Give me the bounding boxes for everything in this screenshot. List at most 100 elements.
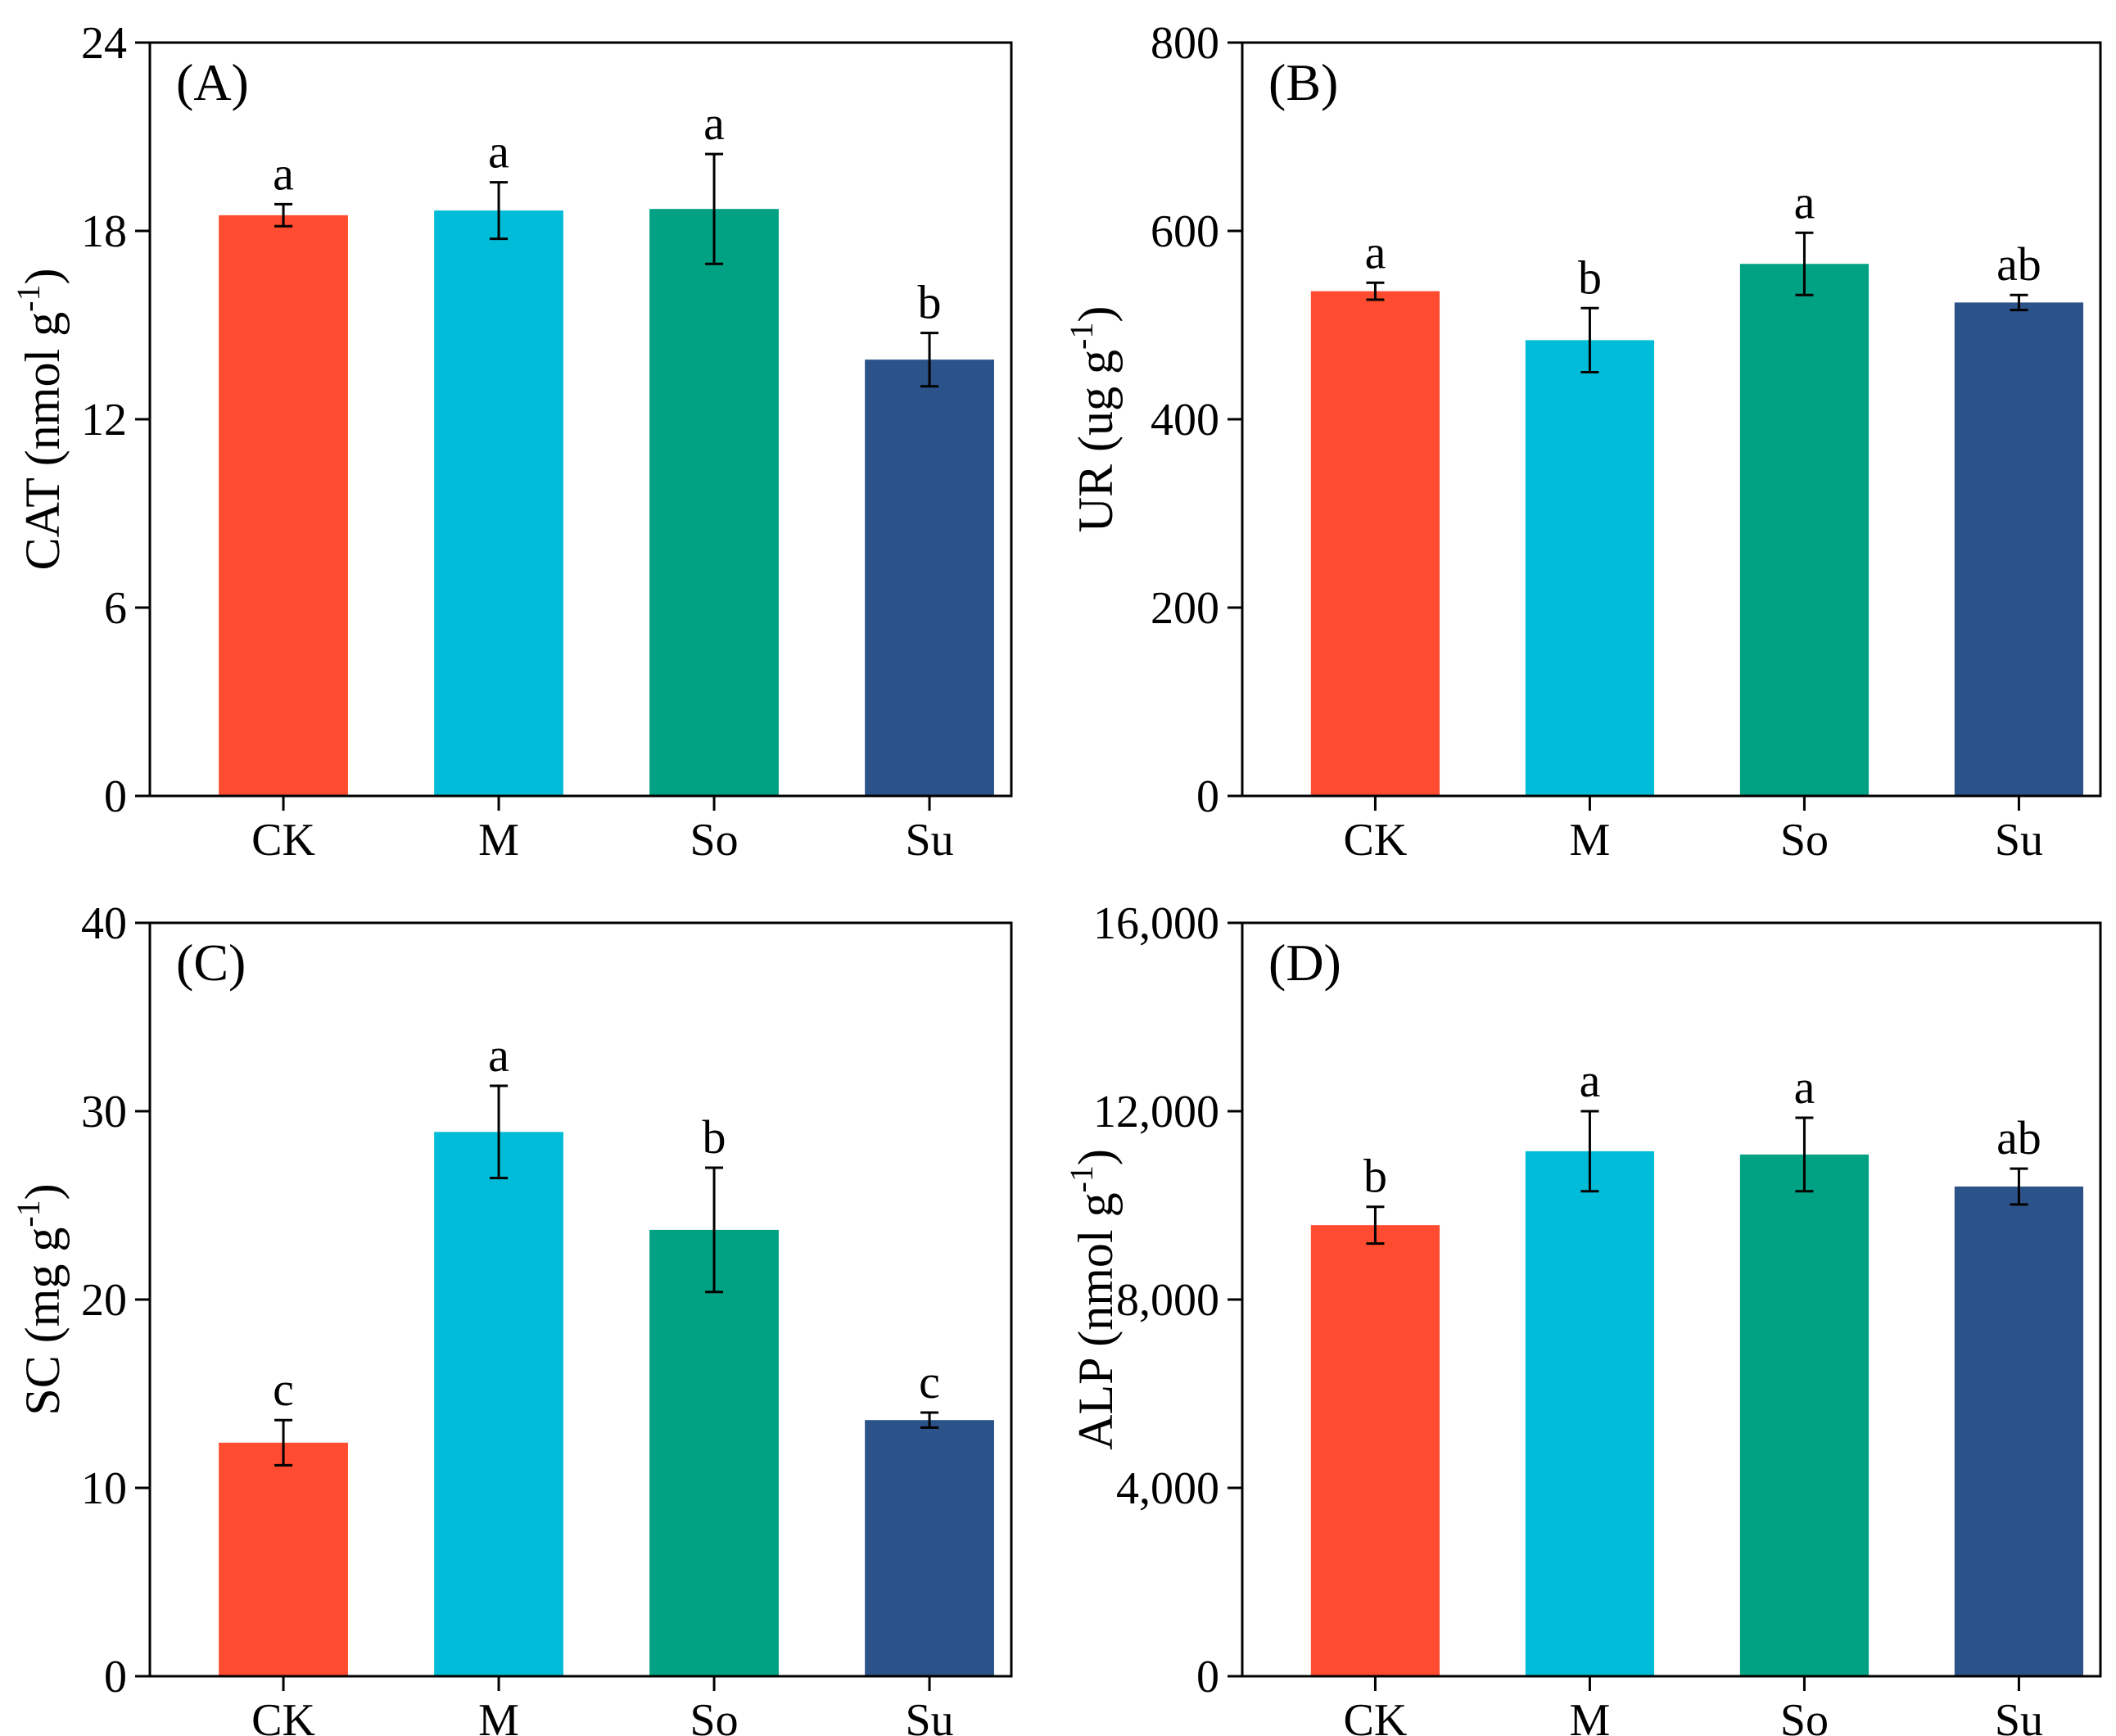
chart-panel-b: a CK b Ma So ab Su 0 200 400 600 800 (B) UR (ug g-1) — [1063, 18, 2102, 866]
x-tick-label: Su — [1995, 815, 2043, 866]
y-axis-label: CAT (nmol g-1) — [10, 269, 70, 571]
x-tick-label: M — [1570, 1695, 1611, 1736]
y-tick-label: 0 — [104, 1652, 127, 1702]
panel-label: (A) — [176, 53, 249, 111]
significance-letter: a — [488, 1028, 509, 1082]
x-tick-label: Su — [905, 1695, 953, 1736]
bar-m — [1525, 340, 1655, 796]
x-tick-label: CK — [1344, 815, 1408, 866]
y-tick-label: 12,000 — [1093, 1087, 1219, 1137]
plot-frame — [148, 41, 1013, 798]
y-tick-label: 12 — [81, 395, 127, 445]
panel-label: (D) — [1268, 934, 1341, 992]
x-tick-label: So — [1780, 1695, 1829, 1736]
significance-letter: a — [1794, 175, 1815, 228]
significance-letter: a — [703, 97, 725, 150]
x-tick-label: CK — [251, 1695, 315, 1736]
error-bar-ck — [1366, 281, 1385, 301]
error-bar-m — [1580, 1110, 1599, 1193]
bar-su — [865, 359, 994, 797]
error-bar-m — [490, 181, 509, 241]
error-bar-so — [705, 1166, 724, 1294]
x-tick-label: So — [690, 1695, 738, 1736]
y-axis-label: SC (mg g-1) — [10, 1183, 70, 1415]
plot-frame — [148, 921, 1013, 1678]
significance-letter: c — [919, 1355, 940, 1408]
error-bar-so — [1795, 231, 1814, 296]
y-tick-label: 30 — [81, 1087, 127, 1137]
y-tick-label: 40 — [81, 898, 127, 949]
chart-panel-c: c CK a Mb So c Su 0 10 20 30 40 (C) SC (mg g-1) — [10, 898, 1013, 1736]
significance-letter: ab — [1996, 237, 2041, 291]
x-tick-label: CK — [251, 815, 315, 866]
y-tick-label: 400 — [1151, 395, 1219, 445]
x-tick-label: M — [478, 1695, 519, 1736]
y-tick-label: 0 — [104, 771, 127, 822]
significance-letter: a — [1580, 1054, 1601, 1107]
y-tick-label: 4,000 — [1116, 1463, 1219, 1514]
x-tick-label: M — [478, 815, 519, 866]
bar-m — [1525, 1151, 1655, 1676]
error-bar-su — [2010, 1167, 2028, 1206]
significance-letter: ab — [1996, 1111, 2041, 1164]
x-tick-label: M — [1570, 815, 1611, 866]
bar-m — [434, 1132, 563, 1676]
x-tick-label: Su — [905, 815, 953, 866]
significance-letter: a — [488, 125, 509, 179]
bar-so — [649, 209, 779, 796]
bar-so — [649, 1229, 779, 1676]
y-tick-label: 0 — [1196, 1652, 1219, 1702]
y-tick-label: 18 — [81, 206, 127, 257]
y-tick-label: 600 — [1151, 206, 1219, 257]
x-tick-label: Su — [1995, 1695, 2043, 1736]
significance-letter: b — [918, 276, 942, 329]
y-tick-label: 10 — [81, 1463, 127, 1514]
bar-m — [434, 210, 563, 796]
y-tick-label: 24 — [81, 18, 127, 69]
error-bar-su — [2010, 293, 2028, 312]
chart-panel-a: a CK a Ma So b Su 0 6 12 18 24 (A) CAT (nmol g-1) — [10, 18, 1013, 866]
y-tick-label: 16,000 — [1093, 898, 1219, 949]
error-bar-ck — [1366, 1205, 1385, 1245]
y-tick-label: 0 — [1196, 771, 1219, 822]
significance-letter: b — [1363, 1150, 1387, 1203]
bar-ck — [219, 1442, 348, 1676]
error-bar-su — [920, 332, 939, 388]
bar-su — [1954, 302, 2084, 796]
significance-letter: a — [1794, 1060, 1815, 1114]
bar-ck — [1310, 291, 1440, 797]
significance-letter: b — [703, 1110, 726, 1164]
plot-frame — [1241, 921, 2102, 1678]
significance-letter: a — [273, 147, 294, 200]
y-tick-label: 8,000 — [1116, 1275, 1219, 1326]
x-tick-label: CK — [1344, 1695, 1408, 1736]
error-bar-su — [920, 1411, 939, 1429]
significance-letter: c — [273, 1363, 294, 1416]
y-tick-label: 6 — [104, 583, 127, 634]
chart-panel-d: b CK a Ma So ab Su 0 4,000 8,000 12,000 16,000 (D) AL… — [1063, 898, 2102, 1736]
panel-label: (B) — [1268, 53, 1338, 111]
x-tick-label: So — [1780, 815, 1829, 866]
y-tick-label: 800 — [1151, 18, 1219, 69]
bar-ck — [1310, 1225, 1440, 1676]
error-bar-m — [490, 1084, 509, 1180]
bar-so — [1739, 264, 1870, 796]
error-bar-ck — [274, 202, 293, 228]
error-bar-ck — [274, 1418, 293, 1467]
bar-su — [1954, 1187, 2084, 1676]
y-axis-label: ALP (nmol g-1) — [1063, 1149, 1123, 1450]
bar-so — [1739, 1154, 1870, 1676]
y-axis-label: UR (ug g-1) — [1063, 306, 1123, 533]
panel-label: (C) — [176, 934, 246, 992]
error-bar-so — [1795, 1116, 1814, 1193]
x-tick-label: So — [690, 815, 738, 866]
significance-letter: b — [1578, 251, 1602, 304]
y-tick-label: 20 — [81, 1275, 127, 1326]
plot-frame — [1241, 41, 2102, 798]
y-tick-label: 200 — [1151, 583, 1219, 634]
error-bar-so — [705, 152, 724, 265]
bar-ck — [219, 215, 348, 796]
bar-su — [865, 1420, 994, 1676]
error-bar-m — [1580, 306, 1599, 373]
